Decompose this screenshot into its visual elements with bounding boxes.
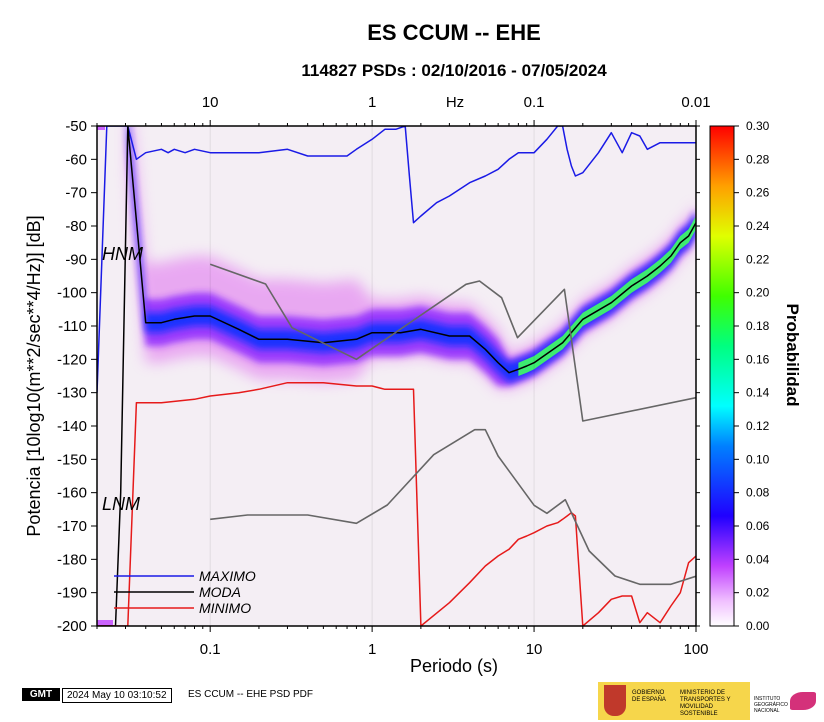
gmt-logo: GMT: [22, 688, 60, 701]
colorbar-tick-label: 0.18: [746, 319, 770, 333]
legend-moda-label: MODA: [199, 584, 241, 600]
y-axis-ticks: -200 -190 -180 -170 -160 -150 -140 -130 -120 -110…: [57, 118, 700, 635]
series-line-lnm: [210, 428, 696, 586]
colorbar-tick-label: 0.20: [746, 286, 770, 300]
y-tick-label: -120: [57, 351, 87, 368]
y-tick-label: -100: [57, 285, 87, 302]
pdf-mid-band: [127, 126, 696, 386]
colorbar-tick-label: 0.04: [746, 552, 770, 566]
x-axis-ticks: 0.1 1 10 100: [96, 626, 709, 658]
y-tick-label: -160: [57, 485, 87, 502]
pdf-corner-top: [97, 126, 105, 130]
top-tick-label: 10: [202, 94, 219, 111]
colorbar-tick-label: 0.12: [746, 419, 770, 433]
y-axis-label: Potencia [10log10(m**2/sec**4/Hz)] [dB]: [24, 215, 44, 536]
y-tick-label: -50: [65, 118, 87, 135]
x-tick-label: 10: [526, 641, 543, 658]
colorbar-tick-label: 0.08: [746, 486, 770, 500]
colorbar-tick-label: 0.26: [746, 186, 770, 200]
top-tick-label: 0.01: [681, 94, 710, 111]
colorbar-label: Probabilidad: [783, 304, 802, 407]
colorbar-tick-label: 0.16: [746, 352, 770, 366]
colorbar: [709, 125, 735, 627]
y-tick-label: -150: [57, 451, 87, 468]
top-tick-label: 0.1: [524, 94, 545, 111]
top-tick-label: 1: [368, 94, 376, 111]
series-lines: [97, 126, 696, 626]
colorbar-ticks: 0.00 0.02 0.04 0.06 0.08 0.10 0.12 0.14 0.16 0.18…: [734, 119, 770, 633]
timestamp-stamp: 2024 May 10 03:10:52: [62, 688, 172, 703]
colorbar-tick-label: 0.30: [746, 119, 770, 133]
colorbar-tick-label: 0.28: [746, 152, 770, 166]
colorbar-tick-label: 0.10: [746, 452, 770, 466]
psd-pdf-chart: ES CCUM -- EHE 114827 PSDs : 02/10/2016 …: [24, 20, 802, 676]
series-line-hnm: [209, 263, 696, 422]
colorbar-tick-label: 0.22: [746, 252, 770, 266]
colorbar-tick-label: 0.02: [746, 586, 770, 600]
x-tick-label: 100: [683, 641, 708, 658]
colorbar-tick-label: 0.06: [746, 519, 770, 533]
institute-text: INSTITUTO GEOGRÁFICO NACIONAL: [754, 696, 788, 714]
colorbar-tick-label: 0.14: [746, 386, 770, 400]
ministry-text: MINISTERIO DE TRANSPORTES Y MOVILIDAD SO…: [680, 690, 731, 717]
colorbar-tick-label: 0.24: [746, 219, 770, 233]
y-tick-label: -140: [57, 418, 87, 435]
footer: GMT 2024 May 10 03:10:52 ES CCUM -- EHE …: [0, 680, 824, 722]
y-tick-label: -180: [57, 551, 87, 568]
top-axis-label: Hz: [446, 94, 464, 111]
plot-background: [97, 126, 696, 626]
y-tick-label: -190: [57, 585, 87, 602]
top-axis-ticks: 10 1 0.1 0.01: [96, 94, 711, 126]
y-tick-label: -170: [57, 518, 87, 535]
lnm-annotation: LNM: [102, 494, 140, 514]
y-tick-label: -200: [57, 618, 87, 635]
plot-frame: [96, 125, 697, 627]
y-tick-label: -70: [65, 185, 87, 202]
series-line-minimo: [97, 381, 696, 626]
series-line-maximo: [97, 126, 696, 393]
footer-caption: ES CCUM -- EHE PSD PDF: [188, 689, 314, 700]
y-tick-label: -90: [65, 251, 87, 268]
pdf-corner-bottom: [97, 620, 113, 626]
government-logo: GOBIERNO DE ESPAÑA MINISTERIO DE TRANSPO…: [598, 682, 750, 720]
chart-title: ES CCUM -- EHE: [367, 20, 541, 45]
chart-subtitle: 114827 PSDs : 02/10/2016 - 07/05/2024: [301, 61, 607, 80]
hnm-annotation: HNM: [102, 244, 143, 264]
legend: MAXIMO MODA MINIMO: [114, 568, 256, 616]
y-tick-label: -80: [65, 218, 87, 235]
colorbar-tick-label: 0.00: [746, 619, 770, 633]
y-tick-label: -60: [65, 151, 87, 168]
gov-logo-text: GOBIERNO DE ESPAÑA: [632, 690, 666, 703]
ign-bird-icon: [790, 692, 816, 710]
pdf-peak-band: [518, 216, 696, 376]
y-tick-label: -110: [58, 318, 87, 335]
ign-logo: INSTITUTO GEOGRÁFICO NACIONAL: [752, 682, 822, 720]
x-tick-label: 0.1: [200, 641, 221, 658]
legend-maximo-label: MAXIMO: [199, 568, 256, 584]
y-tick-label: -130: [57, 385, 87, 402]
series-line-moda: [97, 126, 696, 626]
legend-minimo-label: MINIMO: [199, 600, 251, 616]
spain-shield-icon: [604, 685, 626, 716]
x-tick-label: 1: [368, 641, 376, 658]
x-axis-label: Periodo (s): [410, 656, 498, 676]
